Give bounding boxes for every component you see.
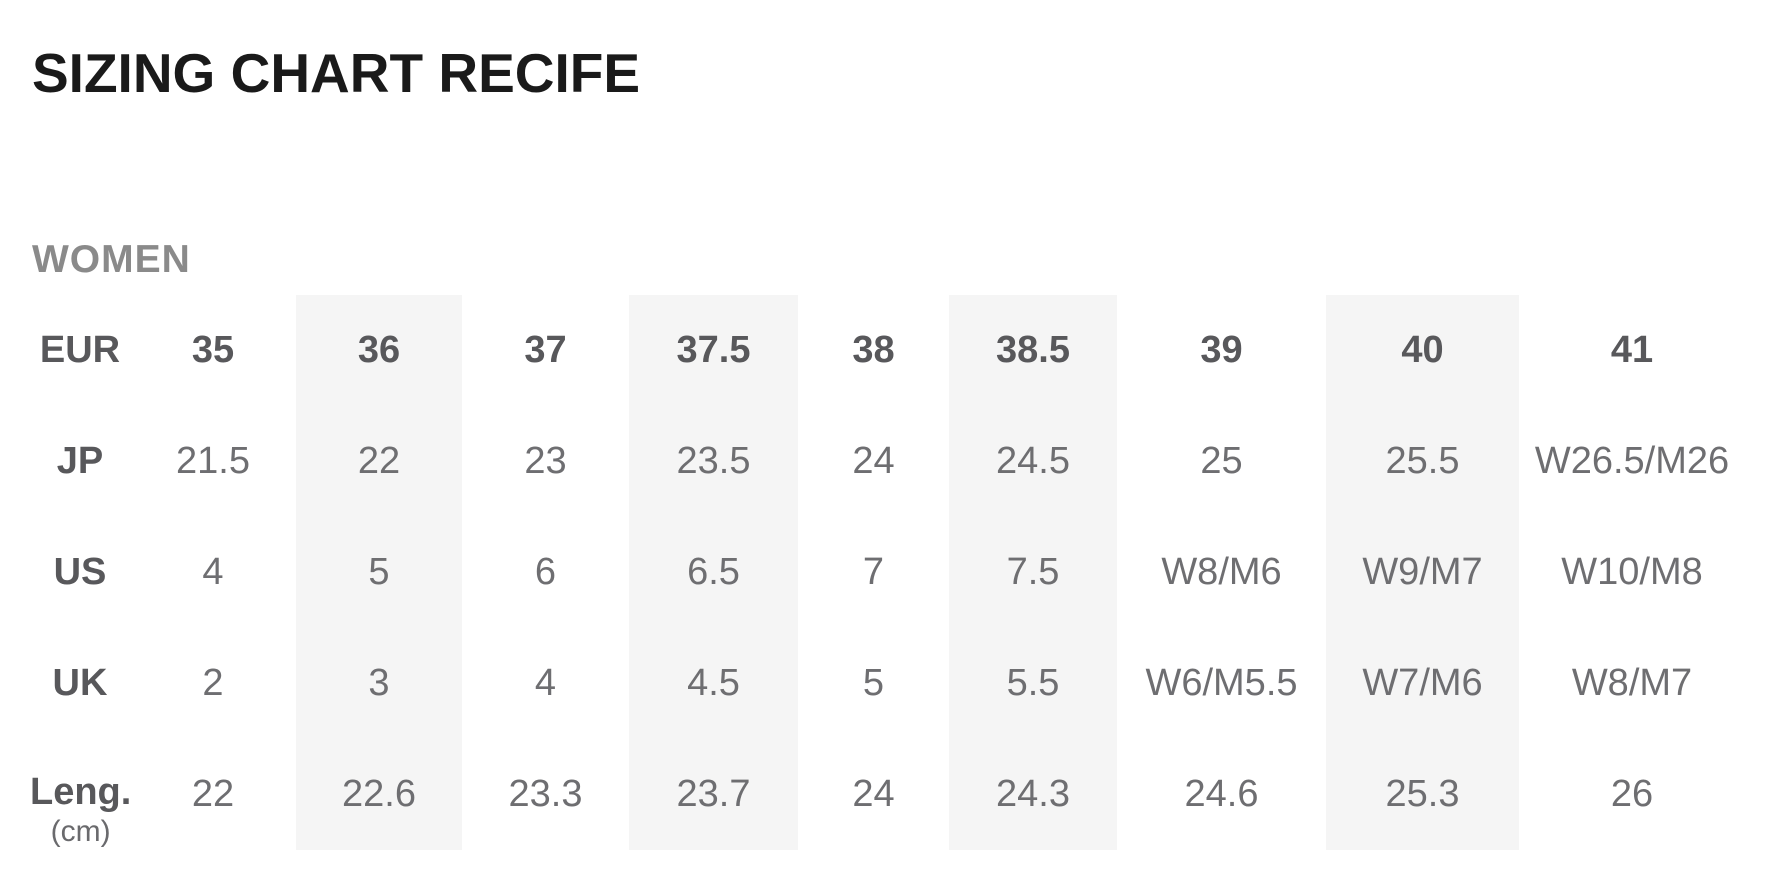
table-body: JP 21.5 22 23 23.5 24 24.5 25 25.5 W26.5/M26 US 4 5 6… bbox=[30, 406, 1745, 850]
size-column-header: 38.5 bbox=[996, 328, 1070, 371]
table-cell: 5.5 bbox=[1006, 661, 1060, 704]
table-cell: 26 bbox=[1610, 772, 1654, 815]
table-cell: 5 bbox=[862, 661, 885, 704]
section-heading-women: WOMEN bbox=[32, 238, 191, 281]
table-cell: W6/M5.5 bbox=[1145, 661, 1298, 704]
size-column-header: 40 bbox=[1401, 328, 1444, 371]
row-label: JP bbox=[30, 406, 130, 517]
table-cell: 3 bbox=[368, 661, 390, 704]
sizing-table: EUR 35 36 37 37.5 38 38.5 39 40 41 JP 21.5 22 23 23.5… bbox=[30, 295, 1745, 850]
size-column-header: 38 bbox=[852, 328, 895, 371]
table-cell: 21.5 bbox=[176, 439, 250, 482]
row-label: Leng. (cm) bbox=[30, 739, 132, 850]
table-cell: 24 bbox=[852, 439, 895, 482]
table-cell: 25.5 bbox=[1385, 439, 1460, 482]
table-cell: W8/M7 bbox=[1571, 661, 1693, 704]
table-cell: 23.5 bbox=[676, 439, 751, 482]
table-cell: 22.6 bbox=[342, 772, 416, 815]
table-cell: W7/M6 bbox=[1362, 661, 1483, 704]
row-label-text: Leng. bbox=[30, 771, 132, 814]
table-cell: W26.5/M26 bbox=[1534, 439, 1730, 482]
size-column-header: 39 bbox=[1200, 328, 1243, 371]
size-column-header: 36 bbox=[357, 328, 401, 371]
table-cell: 24.5 bbox=[996, 439, 1070, 482]
size-column-header: 35 bbox=[191, 328, 235, 371]
table-cell: W9/M7 bbox=[1362, 550, 1483, 593]
size-column-header: 41 bbox=[1610, 328, 1654, 371]
table-cell: 24 bbox=[852, 772, 895, 815]
table-cell: 2 bbox=[202, 661, 224, 704]
table-cell: 4 bbox=[202, 550, 224, 593]
row-label-text: US bbox=[53, 550, 107, 593]
table-cell: 23.7 bbox=[676, 772, 751, 815]
row-label: US bbox=[30, 517, 130, 628]
table-row: JP 21.5 22 23 23.5 24 24.5 25 25.5 W26.5/M26 bbox=[30, 406, 1745, 517]
table-cell: 23.3 bbox=[508, 772, 583, 815]
table-row: US 4 5 6 6.5 7 7.5 W8/M6 W9/M7 W10/M8 bbox=[30, 517, 1745, 628]
table-cell: 24.6 bbox=[1184, 772, 1259, 815]
size-column-header: 37 bbox=[524, 328, 567, 371]
table-cell: 23 bbox=[524, 439, 567, 482]
table-cell: W8/M6 bbox=[1161, 550, 1282, 593]
table-cell: 7 bbox=[862, 550, 885, 593]
table-header-row: EUR 35 36 37 37.5 38 38.5 39 40 41 bbox=[30, 295, 1745, 406]
table-cell: 5 bbox=[368, 550, 390, 593]
table-cell: 6 bbox=[534, 550, 557, 593]
table-cell: 24.3 bbox=[996, 772, 1070, 815]
size-column-header: 37.5 bbox=[676, 328, 751, 371]
table-cell: 22 bbox=[191, 772, 235, 815]
row-label-header: EUR bbox=[39, 328, 121, 371]
table-cell: 4 bbox=[534, 661, 557, 704]
row-label-text: UK bbox=[52, 661, 108, 704]
row-label-text: JP bbox=[56, 439, 104, 482]
row-label: UK bbox=[30, 628, 130, 739]
table-row: UK 2 3 4 4.5 5 5.5 W6/M5.5 W7/M6 W8/M7 bbox=[30, 628, 1745, 739]
table-cell: 4.5 bbox=[687, 661, 740, 704]
table-cell: W10/M8 bbox=[1561, 550, 1703, 593]
table-cell: 25 bbox=[1200, 439, 1243, 482]
table-cell: 25.3 bbox=[1385, 772, 1460, 815]
page-title: SIZING CHART RECIFE bbox=[32, 42, 641, 104]
row-label-unit: (cm) bbox=[50, 815, 111, 848]
table-cell: 7.5 bbox=[1006, 550, 1060, 593]
table-row: Leng. (cm) 22 22.6 23.3 23.7 24 24.3 24.6 25.3 26 bbox=[30, 739, 1745, 850]
table-cell: 6.5 bbox=[687, 550, 740, 593]
table-cell: 22 bbox=[357, 439, 401, 482]
